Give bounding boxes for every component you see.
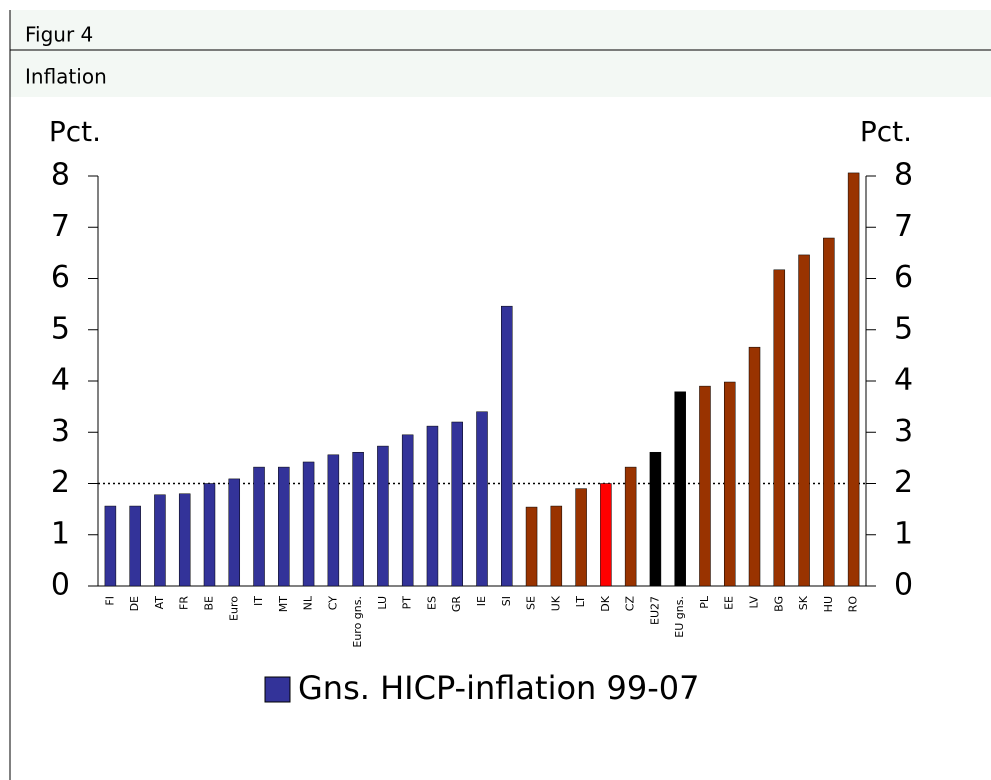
x-tick-label: GR — [450, 596, 463, 613]
bar — [104, 505, 117, 587]
y-tick-label: 3 — [51, 414, 70, 449]
y2-tick-label: 7 — [894, 209, 913, 244]
legend-label: Gns. HICP-inflation 99-07 — [298, 669, 699, 707]
x-tick-label: Euro gns. — [351, 596, 364, 648]
legend-swatch — [264, 676, 291, 703]
x-tick-label: DE — [128, 596, 141, 611]
y2-tick-label: 2 — [894, 465, 913, 500]
bar — [228, 478, 241, 587]
y2-axis-label: Pct. — [860, 115, 912, 148]
y-axis-label: Pct. — [49, 115, 101, 148]
x-tick-label: LU — [376, 596, 389, 610]
y-tick-label: 2 — [51, 465, 70, 500]
x-tick-label: MT — [277, 596, 290, 612]
bar — [525, 506, 538, 587]
x-tick-label: BE — [202, 596, 215, 611]
bar — [847, 172, 860, 587]
x-tick-label: EU27 — [648, 596, 661, 625]
x-tick-label: FI — [103, 596, 116, 606]
x-tick-label: FR — [178, 596, 191, 610]
bar — [476, 411, 488, 587]
x-tick-label: SK — [797, 595, 810, 610]
chart-subtitle: Inflation — [25, 65, 107, 89]
y2-tick-label: 4 — [894, 363, 913, 398]
y-tick-label: 5 — [51, 311, 70, 346]
bar — [649, 451, 662, 587]
y2-tick-label: 1 — [894, 516, 913, 551]
y-tick-label: 6 — [51, 260, 70, 295]
y-tick-label: 4 — [51, 363, 70, 398]
x-tick-label: DK — [599, 595, 612, 611]
bar — [352, 451, 364, 587]
x-tick-label: Euro — [227, 596, 240, 621]
bar — [723, 381, 736, 587]
bar — [773, 269, 786, 587]
y-tick-label: 8 — [51, 158, 70, 193]
bar — [203, 483, 216, 587]
y-tick-label: 1 — [51, 516, 70, 551]
x-tick-label: IT — [252, 596, 265, 606]
x-tick-label: RO — [847, 596, 860, 613]
bar — [426, 425, 439, 587]
bar — [699, 385, 711, 587]
x-tick-label: SE — [525, 596, 538, 610]
x-tick-label: CZ — [624, 596, 637, 612]
x-tick-label: PT — [401, 596, 414, 610]
x-tick-label: PL — [698, 595, 711, 609]
bar — [823, 237, 835, 587]
x-tick-label: EU gns. — [673, 596, 686, 638]
x-tick-label: SI — [500, 596, 513, 606]
bar — [748, 346, 761, 587]
bar — [550, 505, 563, 587]
bar — [129, 505, 141, 587]
bar — [624, 466, 637, 587]
bar — [600, 483, 612, 587]
bar — [377, 445, 389, 587]
x-tick-label: CY — [326, 596, 339, 610]
bar — [674, 391, 686, 587]
x-tick-label: BG — [772, 596, 785, 612]
x-tick-label: HU — [822, 596, 835, 612]
bar — [154, 494, 166, 587]
x-tick-label: NL — [302, 595, 315, 610]
y2-tick-label: 0 — [894, 568, 913, 603]
y2-tick-label: 8 — [894, 158, 913, 193]
x-tick-label: AT — [153, 596, 166, 610]
bar — [401, 434, 414, 587]
x-tick-label: IE — [475, 596, 488, 606]
x-tick-label: ES — [425, 596, 438, 610]
x-tick-label: LV — [748, 596, 761, 609]
chart-title: Figur 4 — [25, 23, 93, 47]
y2-tick-label: 5 — [894, 311, 913, 346]
bar — [327, 454, 340, 587]
x-tick-label: EE — [723, 596, 736, 610]
y-tick-label: 7 — [51, 209, 70, 244]
bar — [501, 305, 513, 587]
y2-tick-label: 3 — [894, 414, 913, 449]
bar — [278, 466, 290, 587]
bar — [575, 488, 587, 587]
bar — [253, 466, 265, 587]
y2-tick-label: 6 — [894, 260, 913, 295]
bar — [302, 461, 315, 587]
y-tick-label: 0 — [51, 568, 70, 603]
bar — [451, 421, 463, 587]
x-tick-label: LT — [574, 596, 587, 608]
bar — [178, 493, 191, 587]
bar — [798, 254, 810, 587]
x-tick-label: UK — [549, 595, 562, 611]
